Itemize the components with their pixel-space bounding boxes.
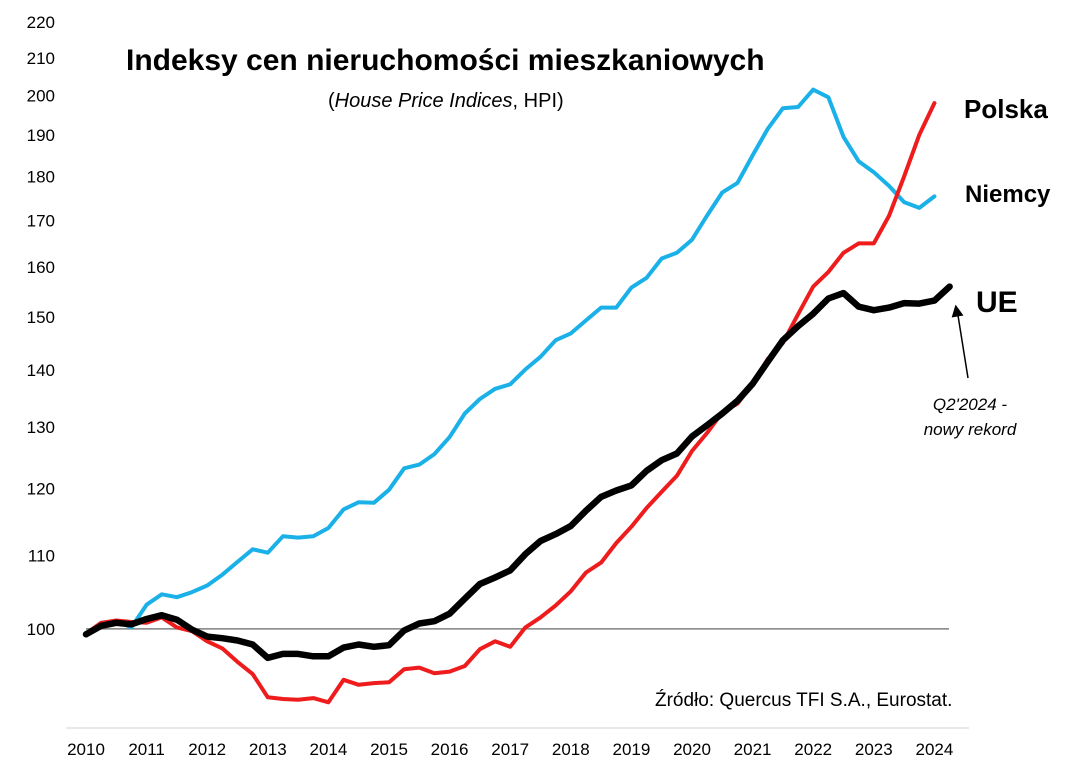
series-lines [82, 87, 953, 705]
x-tick-label: 2023 [855, 740, 893, 759]
x-tick-label: 2018 [552, 740, 590, 759]
series-line-pl [84, 101, 937, 705]
series-label-polska: Polska [964, 94, 1048, 124]
y-tick-label: 100 [27, 620, 55, 639]
arrow-head [951, 304, 964, 318]
x-tick-label: 2014 [309, 740, 347, 759]
subtitle-open: ( [328, 90, 335, 112]
x-tick-label: 2011 [128, 740, 165, 759]
annotation-line2: nowy rekord [923, 420, 1017, 439]
y-tick-label: 160 [27, 258, 55, 277]
series-line-eu [82, 283, 953, 662]
subtitle-rest: , HPI) [512, 90, 564, 112]
x-tick-label: 2010 [67, 740, 105, 759]
y-tick-label: 190 [27, 126, 55, 145]
y-tick-label: 180 [27, 167, 55, 186]
x-tick-label: 2020 [673, 740, 711, 759]
subtitle-italic: House Price Indices [334, 90, 513, 112]
source-note: Źródło: Quercus TFI S.A., Eurostat. [655, 690, 953, 711]
x-tick-label: 2019 [612, 740, 650, 759]
chart-subtitle: (House Price Indices, HPI) [328, 90, 564, 113]
annotation-line1: Q2'2024 - [932, 395, 1008, 414]
y-tick-label: 130 [27, 418, 55, 437]
y-tick-label: 140 [27, 361, 55, 380]
x-tick-label: 2012 [188, 740, 226, 759]
x-tick-label: 2021 [734, 740, 772, 759]
y-tick-label: 110 [28, 547, 55, 566]
x-tick-label: 2015 [370, 740, 408, 759]
y-tick-label: 150 [27, 308, 55, 327]
x-tick-label: 2024 [915, 740, 953, 759]
y-tick-label: 210 [27, 49, 55, 68]
series-label-niemcy: Niemcy [965, 181, 1051, 208]
series-label-ue: UE [976, 286, 1018, 319]
y-tick-label: 200 [27, 86, 55, 105]
x-axis-ticks: 2010 2011 2012 2013 2014 2015 2016 2017 2018 2019… [67, 740, 953, 759]
y-tick-label: 170 [27, 211, 55, 230]
x-tick-label: 2016 [431, 740, 469, 759]
x-tick-label: 2022 [794, 740, 832, 759]
arrow-shaft [956, 312, 969, 379]
y-tick-label: 120 [27, 480, 55, 499]
x-tick-label: 2017 [491, 740, 529, 759]
y-axis-ticks: 100 110 120 130 140 150 160 170 180 190 200 210 220 [27, 13, 55, 639]
annotation-note: Q2'2024 - nowy rekord [900, 392, 1040, 442]
chart-title: Indeksy cen nieruchomości mieszkaniowych [126, 44, 765, 77]
x-tick-label: 2013 [249, 740, 287, 759]
y-tick-label: 220 [27, 13, 55, 32]
series-line-de [84, 87, 937, 637]
annotation-arrow [951, 304, 969, 379]
